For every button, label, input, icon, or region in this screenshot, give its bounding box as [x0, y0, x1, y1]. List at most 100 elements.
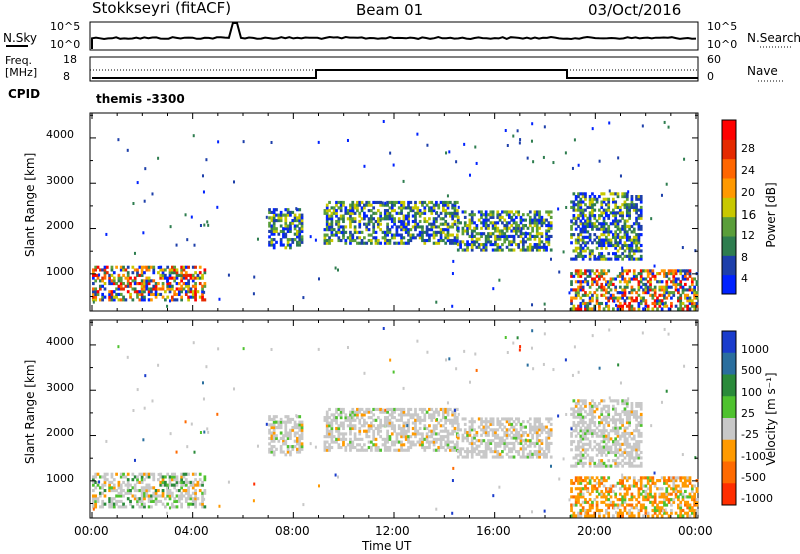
velocity-cell	[157, 472, 160, 476]
power-cell	[639, 205, 643, 210]
velocity-cell	[639, 464, 643, 468]
velocity-cell	[379, 410, 383, 414]
velocity-cell	[177, 497, 181, 501]
power-cell	[138, 282, 142, 286]
power-cell	[196, 273, 200, 277]
velocity-cell	[600, 445, 604, 449]
power-cell	[595, 219, 599, 223]
velocity-cell	[425, 432, 429, 436]
power-cell	[688, 301, 692, 306]
power-cell	[328, 236, 331, 240]
velocity-cell	[505, 417, 509, 421]
power-cell	[628, 252, 631, 256]
power-cell	[623, 249, 627, 253]
power-cell	[614, 224, 618, 229]
velocity-cell	[451, 440, 455, 444]
power-cell	[618, 291, 622, 295]
power-cell	[298, 235, 302, 239]
power-cell	[152, 265, 156, 269]
velocity-cell	[414, 432, 417, 436]
velocity-cell	[616, 402, 620, 406]
velocity-cell	[693, 492, 697, 496]
velocity-cell	[577, 421, 580, 425]
power-cell	[503, 234, 507, 238]
power-cell	[284, 235, 288, 239]
velocity-cell	[611, 415, 615, 419]
power-cell	[198, 271, 202, 275]
velocity-cell	[470, 425, 474, 429]
power-cell	[194, 284, 197, 288]
velocity-cell	[468, 441, 472, 445]
power-cell	[600, 203, 604, 207]
power-cell	[388, 228, 392, 232]
velocity-cell	[383, 418, 387, 422]
power-cell	[672, 269, 676, 273]
velocity-cell	[330, 424, 334, 428]
velocity-cell	[621, 453, 624, 457]
power-cell	[503, 237, 507, 241]
velocity-cell	[588, 479, 592, 483]
power-cell	[182, 282, 186, 286]
power-cell	[628, 214, 631, 218]
velocity-cell	[286, 415, 290, 419]
power-cell	[437, 241, 441, 245]
velocity-cell	[630, 437, 634, 441]
velocity-cell	[374, 426, 378, 431]
power-cell	[663, 274, 666, 278]
power-cell	[451, 222, 455, 226]
power-cell	[351, 233, 355, 237]
power-cell	[607, 296, 611, 300]
power-cell	[400, 225, 403, 229]
velocity-cell	[510, 441, 514, 445]
velocity-cell	[342, 424, 345, 428]
power-cell	[581, 195, 585, 199]
velocity-cell	[110, 505, 114, 509]
power-cell	[404, 214, 408, 218]
power-cell	[579, 230, 583, 234]
power-cell	[581, 285, 585, 289]
velocity-cell	[126, 483, 130, 487]
velocity-cell	[577, 442, 580, 446]
velocity-cell	[101, 486, 105, 490]
velocity-cell	[336, 475, 339, 479]
power-cell	[628, 296, 631, 300]
power-cell	[667, 293, 671, 297]
velocity-cell	[681, 498, 685, 502]
velocity-cell	[117, 499, 121, 503]
velocity-cell	[445, 358, 448, 362]
power-cell	[166, 279, 169, 283]
power-cell	[358, 225, 362, 229]
power-cell	[625, 254, 629, 258]
velocity-cell	[140, 478, 144, 482]
velocity-cell	[639, 423, 643, 427]
power-cell	[653, 301, 657, 306]
velocity-cell	[681, 476, 685, 480]
power-cell	[275, 227, 278, 231]
velocity-cell	[446, 410, 450, 414]
power-cell	[519, 229, 523, 233]
noise-sky-label: N.Sky	[3, 31, 38, 45]
velocity-cell	[616, 412, 620, 417]
power-cell	[339, 209, 343, 213]
velocity-cell	[138, 480, 142, 484]
power-cell	[484, 218, 488, 222]
power-cell	[600, 254, 604, 258]
power-cell	[323, 241, 327, 245]
power-cell	[428, 236, 431, 240]
velocity-cell	[663, 503, 666, 507]
power-cell	[129, 292, 132, 296]
power-cell	[360, 241, 364, 245]
power-cell	[686, 272, 690, 276]
velocity-cell	[339, 421, 343, 425]
velocity-cell	[270, 431, 274, 435]
power-cell	[690, 301, 694, 306]
power-cell	[628, 301, 631, 306]
power-cell	[448, 238, 452, 243]
velocity-cell	[630, 445, 634, 449]
velocity-cell	[404, 429, 408, 433]
velocity-cell	[344, 437, 348, 441]
velocity-cell	[637, 431, 641, 436]
velocity-cell	[588, 508, 592, 513]
power-cell	[335, 230, 338, 234]
power-cell	[600, 246, 604, 250]
